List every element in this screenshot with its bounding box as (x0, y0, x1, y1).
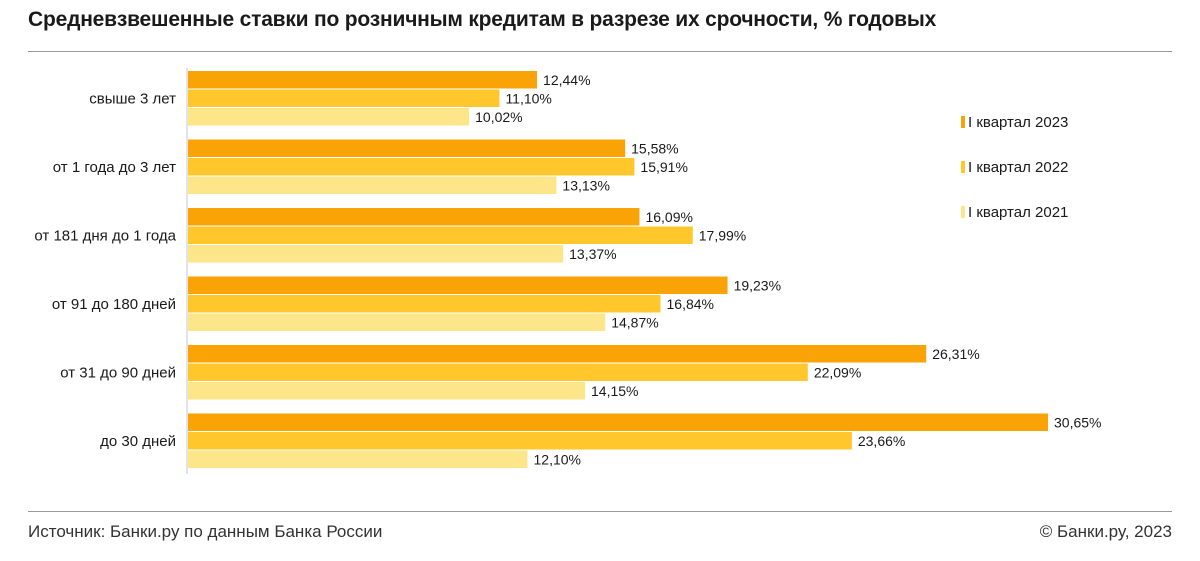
bar (188, 139, 626, 157)
bar (188, 108, 470, 126)
value-label: 14,87% (611, 314, 658, 330)
chart-title: Средневзвешенные ставки по розничным кре… (28, 8, 937, 31)
bar (188, 89, 500, 107)
bar (188, 363, 808, 381)
value-label: 13,13% (562, 177, 609, 193)
bar (188, 432, 852, 450)
bar (188, 245, 564, 263)
value-label: 16,84% (667, 296, 714, 312)
bar (188, 345, 927, 363)
category-label: свыше 3 лет (89, 90, 176, 107)
value-label: 10,02% (475, 109, 522, 125)
legend-label: I квартал 2022 (968, 159, 1068, 176)
category-label: от 1 года до 3 лет (53, 159, 176, 176)
bar (188, 226, 693, 244)
value-label: 15,91% (640, 159, 687, 175)
bar (188, 295, 661, 313)
legend: I квартал 2023 I квартал 2022 I квартал 20… (961, 114, 1068, 221)
bar (188, 313, 606, 331)
value-label: 12,10% (534, 451, 581, 467)
bottom-divider (28, 511, 1172, 512)
bar (188, 276, 728, 294)
bar (188, 450, 528, 468)
bar-chart: свыше 3 лет от 1 года до 3 лет от 181 дня … (34, 68, 1101, 474)
legend-label: I квартал 2023 (968, 114, 1068, 131)
value-label: 12,44% (543, 72, 590, 88)
bar (188, 71, 538, 89)
value-label: 23,66% (858, 433, 905, 449)
top-divider (28, 51, 1172, 52)
bar (188, 413, 1048, 431)
category-label: до 30 дней (100, 433, 176, 450)
value-label: 22,09% (814, 364, 861, 380)
value-label: 19,23% (734, 277, 781, 293)
bar (188, 382, 586, 400)
legend-swatch (961, 161, 965, 173)
value-label: 15,58% (631, 140, 678, 156)
category-label: от 91 до 180 дней (52, 296, 176, 313)
legend-label: I квартал 2021 (968, 204, 1068, 221)
category-labels: свыше 3 лет от 1 года до 3 лет от 181 дня … (34, 90, 176, 450)
value-label: 11,10% (505, 90, 551, 106)
bar (188, 158, 635, 176)
value-label: 30,65% (1054, 414, 1101, 430)
bar (188, 176, 557, 194)
value-label: 14,15% (591, 383, 638, 399)
copyright-note: © Банки.ру, 2023 (1039, 522, 1172, 541)
value-labels: 12,44% 11,10% 10,02% 15,58% 15,91% 13,13% 16,0… (475, 72, 1101, 468)
bars (188, 71, 1048, 468)
bar (188, 208, 640, 226)
value-label: 26,31% (932, 346, 979, 362)
category-label: от 31 до 90 дней (60, 364, 176, 381)
source-note: Источник: Банки.ру по данным Банка Росси… (28, 522, 383, 541)
legend-swatch (961, 206, 965, 218)
value-label: 16,09% (645, 209, 692, 225)
value-label: 13,37% (569, 246, 616, 262)
value-label: 17,99% (699, 227, 746, 243)
category-label: от 181 дня до 1 года (34, 227, 176, 244)
legend-swatch (961, 116, 965, 128)
